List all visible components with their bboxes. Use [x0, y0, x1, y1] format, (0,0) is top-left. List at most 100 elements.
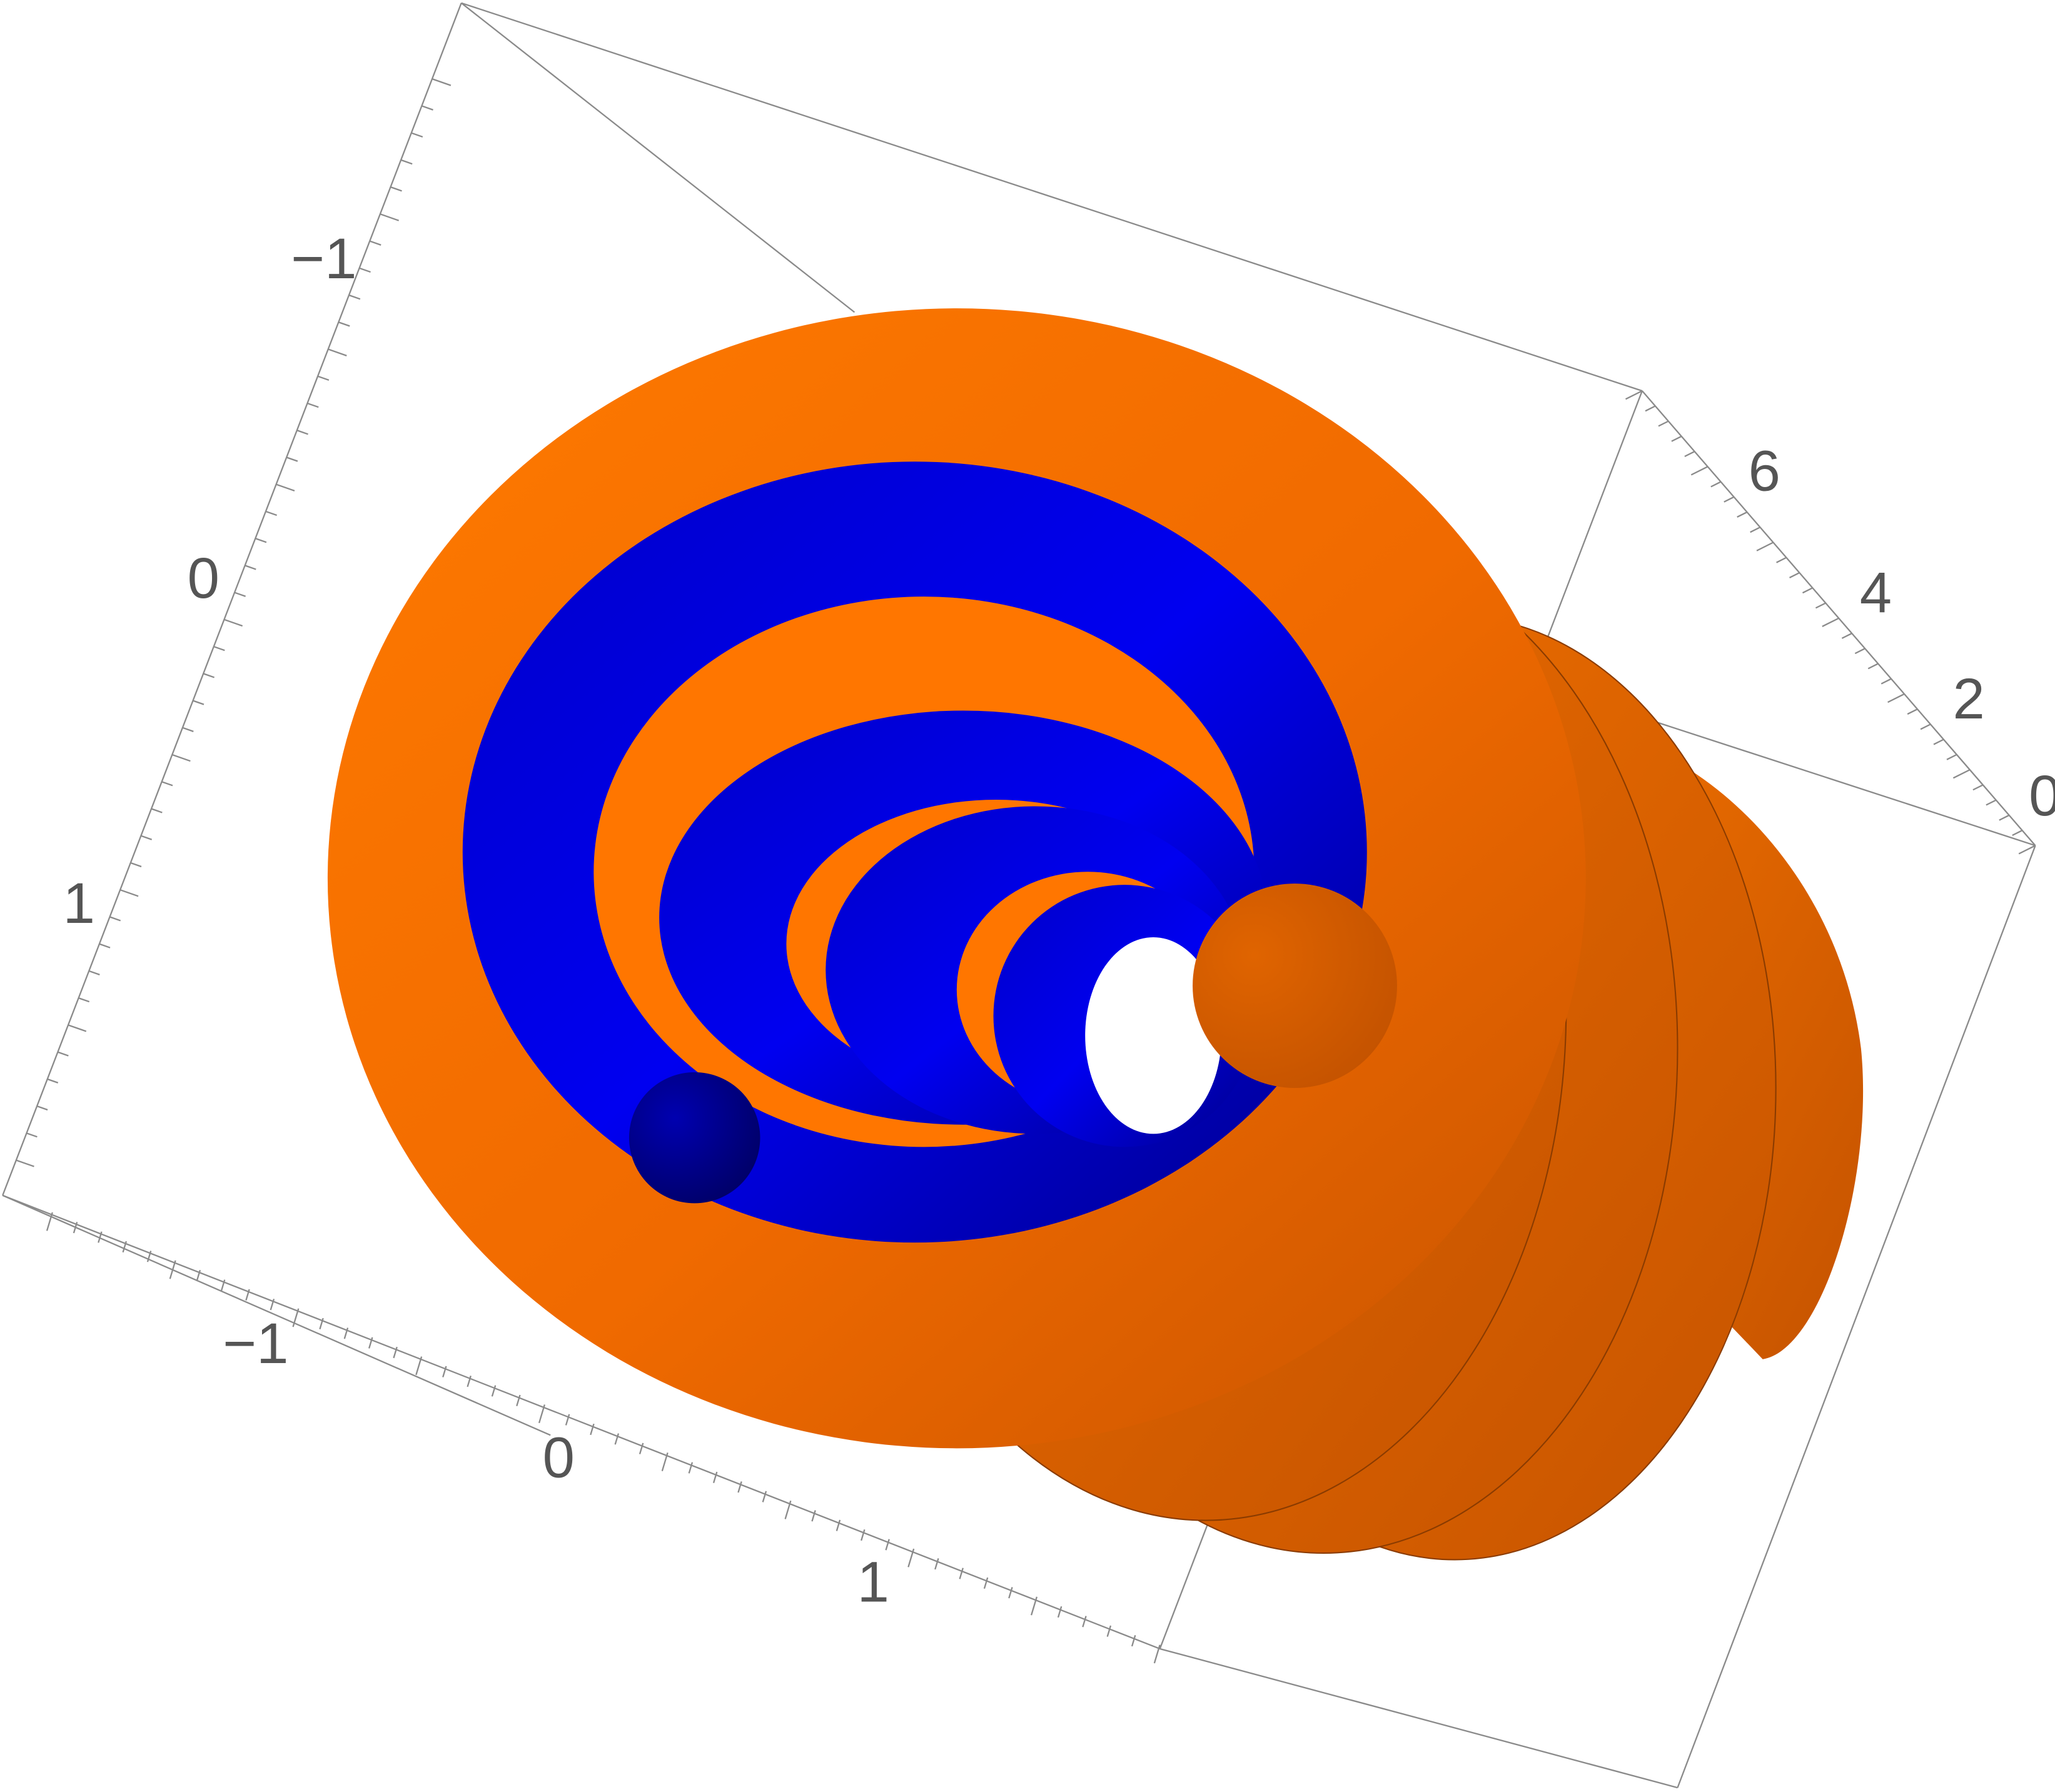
tick-mark — [432, 78, 452, 86]
tick-mark — [36, 1105, 48, 1111]
tick-mark — [661, 1452, 669, 1471]
tick-mark — [46, 1078, 59, 1084]
tick-mark — [78, 997, 90, 1003]
tick-mark — [98, 1231, 103, 1243]
tick-mark — [1153, 1644, 1161, 1664]
tick-mark — [171, 753, 191, 762]
box-edge — [2, 1194, 551, 1436]
tick-mark — [1030, 1596, 1038, 1616]
tick-label: 0 — [188, 546, 220, 610]
blue-tube-end-cap — [629, 1072, 760, 1204]
box-edge — [1677, 845, 2036, 1788]
tick-mark — [286, 456, 298, 462]
tick-mark — [1841, 632, 1852, 639]
tick-mark — [737, 1481, 742, 1493]
tick-mark — [292, 1308, 300, 1327]
tick-label: 2 — [1953, 667, 1985, 731]
tick-label: −1 — [291, 226, 356, 291]
tick-mark — [368, 1337, 373, 1349]
tick-mark — [811, 1510, 816, 1522]
tick-mark — [390, 186, 402, 192]
tick-mark — [146, 1251, 152, 1262]
tick-mark — [1854, 648, 1866, 655]
tick-label: 0 — [2029, 763, 2055, 828]
tick-mark — [196, 1269, 201, 1282]
tick-mark — [2012, 830, 2023, 837]
tick-mark — [1986, 799, 1997, 806]
tick-mark — [565, 1414, 570, 1426]
box-edge — [1159, 1648, 1678, 1789]
tick-mark — [1131, 1634, 1136, 1647]
tick-mark — [1933, 738, 1944, 745]
tick-label: 4 — [1860, 560, 1892, 625]
tick-mark — [73, 1222, 78, 1234]
tick-mark — [122, 1241, 127, 1253]
tick-mark — [861, 1529, 866, 1541]
tick-mark — [1008, 1587, 1013, 1599]
tick-mark — [784, 1500, 792, 1519]
tick-mark — [130, 862, 142, 868]
tick-mark — [639, 1442, 644, 1454]
tick-mark — [319, 1317, 324, 1330]
tick-mark — [712, 1471, 718, 1483]
tick-mark — [88, 970, 100, 975]
tick-mark — [182, 727, 194, 732]
tick-mark — [276, 483, 295, 492]
tick-mark — [1106, 1625, 1112, 1637]
tick-mark — [57, 1051, 69, 1057]
tick-mark — [255, 538, 267, 543]
tick-mark — [491, 1385, 497, 1397]
tick-mark — [1946, 753, 1957, 760]
tick-mark — [161, 781, 173, 787]
tick-mark — [422, 105, 433, 111]
tick-marks — [15, 78, 2036, 1664]
tick-mark — [265, 510, 277, 516]
tick-mark — [192, 700, 204, 705]
tick-mark — [1625, 390, 1643, 400]
tick-mark — [1658, 420, 1669, 427]
tick-mark — [151, 808, 163, 813]
tick-label: 0 — [543, 1425, 575, 1489]
tick-mark — [411, 132, 423, 138]
tick-mark — [1802, 587, 1813, 594]
tick-mark — [516, 1394, 521, 1407]
tick-mark — [393, 1346, 398, 1359]
tick-mark — [26, 1132, 38, 1138]
tick-mark — [1645, 405, 1656, 412]
tick-mark — [99, 943, 111, 949]
tick-mark — [169, 1260, 176, 1279]
tick-mark — [68, 1024, 87, 1032]
tick-mark — [907, 1548, 915, 1568]
tick-mark — [1887, 693, 1905, 703]
tick-mark — [1972, 784, 1984, 791]
tick-mark — [590, 1423, 595, 1436]
tick-mark — [1690, 466, 1709, 476]
tick-mark — [983, 1577, 989, 1589]
tick-mark — [401, 159, 413, 165]
tick-mark — [442, 1366, 447, 1377]
tick-mark — [934, 1558, 939, 1570]
tick-mark — [1724, 496, 1735, 503]
tick-mark — [348, 294, 361, 300]
tick-mark — [1789, 571, 1800, 578]
tick-mark — [270, 1299, 275, 1311]
tick-mark — [380, 213, 399, 221]
tick-mark — [1750, 526, 1760, 533]
tick-mark — [370, 240, 381, 246]
tick-mark — [203, 673, 215, 678]
tick-mark — [307, 402, 319, 408]
tick-mark — [359, 267, 371, 273]
box-edge — [2, 1194, 1161, 1650]
tick-mark — [245, 1289, 250, 1301]
tick-mark — [614, 1433, 620, 1445]
tick-mark — [296, 430, 308, 435]
tick-mark — [15, 1159, 34, 1167]
tick-mark — [2018, 845, 2036, 855]
orange-tube-end-cap — [1193, 883, 1397, 1089]
tick-mark — [220, 1279, 226, 1291]
tick-mark — [1822, 617, 1839, 627]
tick-mark — [140, 835, 153, 840]
tick-mark — [1082, 1616, 1087, 1628]
